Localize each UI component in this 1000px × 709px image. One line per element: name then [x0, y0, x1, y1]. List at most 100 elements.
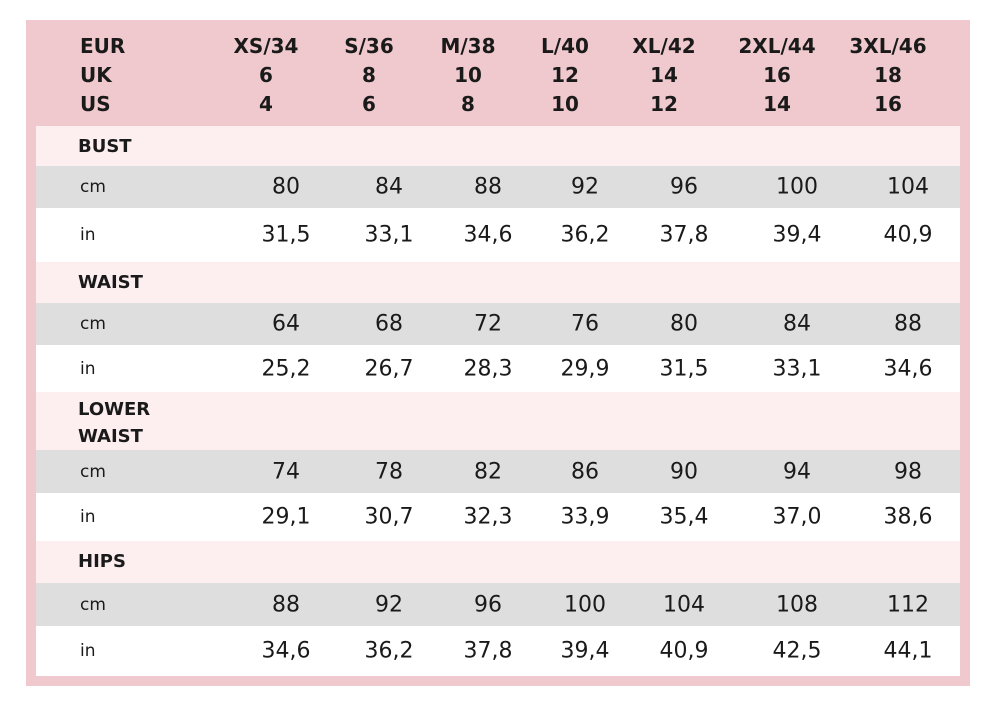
measurement-value: 94: [783, 459, 811, 484]
measurement-value: 92: [375, 592, 403, 617]
measurement-value: 28,3: [463, 356, 513, 381]
unit-label: cm: [80, 177, 106, 197]
header-size-eur: M/38: [440, 34, 496, 58]
measurement-value: 34,6: [261, 638, 311, 664]
header-size-us: 12: [650, 92, 678, 116]
measurement-value: 36,2: [364, 638, 414, 664]
measurement-row-in: in 31,5 33,1 34,6 36,2 37,8 39,4 40,9: [36, 208, 960, 262]
header-size-eur: XS/34: [233, 34, 299, 58]
measurement-row-cm: cm 64 68 72 76 80 84 88: [36, 303, 960, 345]
measurement-value: 33,9: [560, 504, 610, 530]
measurement-value: 96: [474, 592, 502, 617]
header-size-eur: 2XL/44: [738, 34, 816, 58]
section-label: HIPS: [78, 551, 126, 572]
measurement-value: 40,9: [659, 638, 709, 664]
header-label-us: US: [80, 92, 111, 116]
unit-label: in: [80, 225, 96, 245]
measurement-value: 30,7: [364, 504, 414, 530]
measurement-value: 36,2: [560, 222, 610, 248]
section-header-row: WAIST: [36, 262, 960, 303]
measurement-value: 76: [571, 311, 599, 337]
unit-label: cm: [80, 314, 106, 334]
header-size-us: 14: [763, 92, 791, 116]
measurement-value: 40,9: [883, 222, 933, 248]
measurement-value: 86: [571, 459, 599, 484]
measurement-value: 32,3: [463, 504, 513, 530]
header-size-us: 4: [259, 92, 273, 116]
measurement-value: 25,2: [261, 356, 311, 381]
measurement-value: 104: [887, 174, 929, 200]
measurement-value: 31,5: [659, 356, 709, 381]
section-label: BUST: [78, 136, 132, 157]
section-header-row: HIPS: [36, 541, 960, 583]
section-label: WAIST: [78, 272, 143, 293]
measurement-value: 92: [571, 174, 599, 200]
measurement-value: 78: [375, 459, 403, 484]
header-size-us: 6: [362, 92, 376, 116]
measurement-value: 34,6: [463, 222, 513, 248]
measurement-value: 64: [272, 311, 300, 337]
measurement-value: 84: [783, 311, 811, 337]
measurement-row-cm: cm 74 78 82 86 90 94 98: [36, 450, 960, 493]
measurement-row-cm: cm 88 92 96 100 104 108 112: [36, 583, 960, 626]
measurement-value: 39,4: [560, 638, 610, 664]
header-label-uk: UK: [80, 63, 112, 87]
measurement-value: 33,1: [364, 222, 414, 248]
header-size-uk: 14: [650, 63, 678, 87]
measurement-value: 96: [670, 174, 698, 200]
measurement-row-in: in 34,6 36,2 37,8 39,4 40,9 42,5 44,1: [36, 626, 960, 676]
measurement-value: 90: [670, 459, 698, 484]
header-size-uk: 8: [362, 63, 376, 87]
header-size-eur: XL/42: [632, 34, 696, 58]
measurement-row-cm: cm 80 84 88 92 96 100 104: [36, 166, 960, 208]
measurement-value: 108: [776, 592, 818, 617]
measurement-value: 37,8: [463, 638, 513, 664]
header-size-uk: 16: [763, 63, 791, 87]
section-header-row: BUST: [36, 126, 960, 166]
header-size-uk: 12: [551, 63, 579, 87]
measurement-value: 37,8: [659, 222, 709, 248]
header-size-uk: 18: [874, 63, 902, 87]
measurement-value: 33,1: [772, 356, 822, 381]
measurement-value: 34,6: [883, 356, 933, 381]
section-header-row: LOWER WAIST: [36, 392, 960, 450]
unit-label: in: [80, 507, 96, 527]
size-header: EUR UK US XS/34 6 4 S/36 8 6 M/38 10 8 L/40 12 10 XL/42…: [26, 20, 970, 126]
measurement-value: 39,4: [772, 222, 822, 248]
measurement-value: 26,7: [364, 356, 414, 381]
header-size-eur: L/40: [541, 34, 589, 58]
measurement-value: 80: [670, 311, 698, 337]
section-label: LOWER WAIST: [78, 399, 151, 447]
measurement-value: 104: [663, 592, 705, 617]
measurement-value: 42,5: [772, 638, 822, 664]
measurement-value: 68: [375, 311, 403, 337]
measurement-value: 88: [894, 311, 922, 337]
measurement-row-in: in 25,2 26,7 28,3 29,9 31,5 33,1 34,6: [36, 345, 960, 392]
measurement-value: 80: [272, 174, 300, 200]
header-size-eur: 3XL/46: [849, 34, 927, 58]
measurement-row-in: in 29,1 30,7 32,3 33,9 35,4 37,0 38,6: [36, 493, 960, 541]
unit-label: in: [80, 641, 96, 661]
unit-label: cm: [80, 461, 106, 482]
measurement-value: 31,5: [261, 222, 311, 248]
measurement-value: 98: [894, 459, 922, 484]
header-size-eur: S/36: [344, 34, 394, 58]
header-size-us: 10: [551, 92, 579, 116]
size-table: BUST cm 80 84 88 92 96 100 104 in 31,5 33,1 34,6 36,2…: [36, 126, 960, 676]
unit-label: cm: [80, 594, 106, 615]
measurement-value: 29,1: [261, 504, 311, 530]
measurement-value: 29,9: [560, 356, 610, 381]
measurement-value: 88: [272, 592, 300, 617]
measurement-value: 44,1: [883, 638, 933, 664]
measurement-value: 74: [272, 459, 300, 484]
unit-label: in: [80, 358, 96, 379]
measurement-value: 100: [776, 174, 818, 200]
header-size-us: 16: [874, 92, 902, 116]
measurement-value: 35,4: [659, 504, 709, 530]
measurement-value: 88: [474, 174, 502, 200]
measurement-value: 84: [375, 174, 403, 200]
measurement-value: 112: [887, 592, 929, 617]
measurement-value: 82: [474, 459, 502, 484]
measurement-value: 72: [474, 311, 502, 337]
measurement-value: 100: [564, 592, 606, 617]
